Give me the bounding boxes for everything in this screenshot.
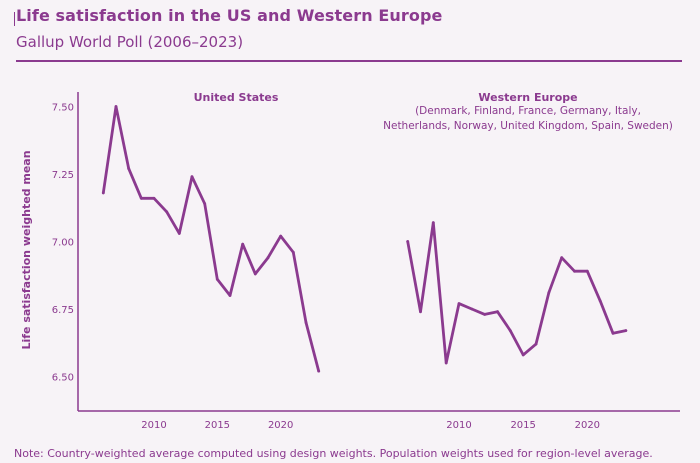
- data-point: [444, 361, 448, 365]
- y-tick-label: 6.75: [52, 305, 74, 316]
- panel-sublabel-western-europe-line1: (Denmark, Finland, France, Germany, Ital…: [415, 105, 641, 117]
- data-point: [560, 256, 564, 260]
- x-tick-label: 2020: [268, 420, 293, 431]
- data-point: [215, 277, 219, 281]
- x-tick-label: 2015: [510, 420, 535, 431]
- title-divider: [16, 60, 682, 62]
- y-tick-labels: 6.50 6.75 7.00 7.25 7.50: [52, 103, 74, 384]
- panel-united-states: 2010 2015 2020: [101, 105, 321, 431]
- data-point: [573, 269, 576, 273]
- panel-label-united-states: United States: [194, 91, 279, 104]
- y-tick-label: 7.25: [52, 170, 74, 181]
- data-point: [431, 221, 435, 225]
- x-tick-label: 2020: [575, 420, 600, 431]
- data-point: [419, 310, 422, 314]
- data-point: [624, 329, 628, 332]
- data-point: [190, 175, 194, 179]
- panel-sublabel-western-europe-line2: Netherlands, Norway, United Kingdom, Spa…: [383, 120, 673, 132]
- data-point: [101, 191, 105, 195]
- x-tick-label: 2010: [446, 420, 471, 431]
- data-point: [406, 240, 410, 243]
- data-point: [152, 196, 156, 200]
- data-point: [203, 202, 207, 206]
- data-point: [496, 310, 499, 314]
- data-point: [177, 232, 181, 235]
- data-point: [241, 242, 245, 246]
- chart-subtitle: Gallup World Poll (2006–2023): [16, 33, 244, 51]
- data-point: [253, 272, 257, 276]
- title-marker: [14, 12, 15, 26]
- data-point: [114, 105, 118, 108]
- data-point: [534, 342, 538, 346]
- footnote: Note: Country-weighted average computed …: [14, 447, 653, 460]
- chart-title: Life satisfaction in the US and Western …: [16, 6, 443, 25]
- data-point: [521, 353, 525, 357]
- data-point: [291, 250, 295, 254]
- data-point: [457, 302, 461, 305]
- data-point: [483, 313, 487, 316]
- y-tick-label: 6.50: [52, 373, 74, 384]
- data-point: [304, 321, 308, 324]
- data-point: [279, 234, 283, 238]
- data-point: [317, 369, 321, 373]
- series-line-western-europe: [406, 221, 628, 365]
- data-point: [139, 196, 143, 200]
- data-point: [266, 256, 270, 260]
- x-tick-label: 2010: [141, 420, 166, 431]
- y-axis-label: Life satisfaction weighted mean: [20, 150, 33, 349]
- data-point: [585, 269, 589, 273]
- data-point: [611, 331, 615, 335]
- data-point: [470, 307, 474, 311]
- data-point: [547, 291, 551, 295]
- y-tick-label: 7.50: [52, 103, 74, 114]
- panel-western-europe: 2010 2015 2020: [406, 221, 628, 431]
- data-point: [165, 210, 169, 214]
- series-line-united-states: [101, 105, 321, 373]
- y-tick-label: 7.00: [52, 238, 74, 249]
- data-point: [598, 299, 602, 303]
- panel-label-western-europe: Western Europe: [478, 91, 577, 104]
- x-tick-label: 2015: [205, 420, 230, 431]
- data-point: [228, 294, 232, 297]
- data-point: [127, 167, 131, 171]
- data-point: [508, 329, 512, 332]
